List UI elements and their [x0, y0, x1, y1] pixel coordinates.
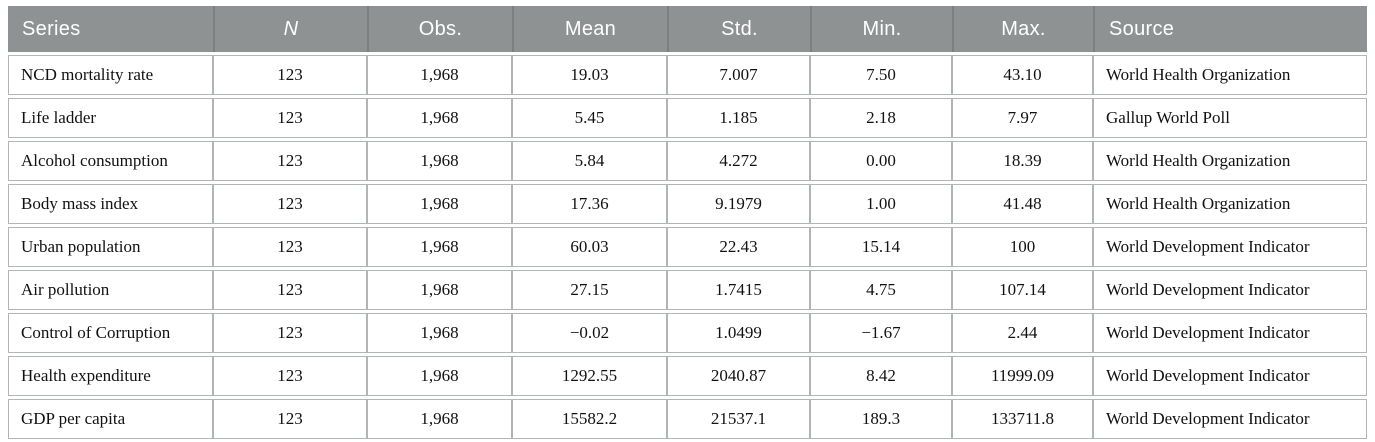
- cell-min: 7.50: [810, 55, 952, 95]
- summary-statistics-table: Series N Obs. Mean Std. Min. Max. Source NCD mo…: [8, 3, 1367, 442]
- cell-source: World Development Indicator: [1093, 356, 1367, 396]
- cell-mean: 5.45: [512, 98, 667, 138]
- table-row: Control of Corruption 123 1,968 −0.02 1.0499…: [8, 313, 1367, 353]
- table-header-row: Series N Obs. Mean Std. Min. Max. Source: [8, 6, 1367, 52]
- table-row: NCD mortality rate 123 1,968 19.03 7.007 7.50…: [8, 55, 1367, 95]
- cell-series: Control of Corruption: [8, 313, 213, 353]
- cell-mean: 19.03: [512, 55, 667, 95]
- cell-series: Body mass index: [8, 184, 213, 224]
- table-header: Series N Obs. Mean Std. Min. Max. Source: [8, 6, 1367, 52]
- header-cell-std: Std.: [667, 6, 810, 52]
- cell-series: Urban population: [8, 227, 213, 267]
- cell-obs: 1,968: [367, 270, 512, 310]
- cell-source: World Health Organization: [1093, 141, 1367, 181]
- cell-n: 123: [213, 55, 367, 95]
- header-cell-series: Series: [8, 6, 213, 52]
- cell-n: 123: [213, 313, 367, 353]
- cell-max: 18.39: [952, 141, 1093, 181]
- cell-obs: 1,968: [367, 141, 512, 181]
- header-cell-obs: Obs.: [367, 6, 512, 52]
- cell-max: 11999.09: [952, 356, 1093, 396]
- cell-source: World Development Indicator: [1093, 227, 1367, 267]
- cell-min: 4.75: [810, 270, 952, 310]
- cell-min: −1.67: [810, 313, 952, 353]
- table-row: Life ladder 123 1,968 5.45 1.185 2.18 7.97 Gall…: [8, 98, 1367, 138]
- cell-std: 1.7415: [667, 270, 810, 310]
- table-body: NCD mortality rate 123 1,968 19.03 7.007 7.50…: [8, 55, 1367, 439]
- cell-n: 123: [213, 98, 367, 138]
- cell-std: 9.1979: [667, 184, 810, 224]
- cell-series: Air pollution: [8, 270, 213, 310]
- table-row: Air pollution 123 1,968 27.15 1.7415 4.75 107.…: [8, 270, 1367, 310]
- cell-mean: 17.36: [512, 184, 667, 224]
- cell-std: 7.007: [667, 55, 810, 95]
- header-cell-source: Source: [1093, 6, 1367, 52]
- cell-n: 123: [213, 356, 367, 396]
- cell-obs: 1,968: [367, 98, 512, 138]
- header-cell-n: N: [213, 6, 367, 52]
- cell-std: 4.272: [667, 141, 810, 181]
- cell-source: World Health Organization: [1093, 55, 1367, 95]
- cell-n: 123: [213, 184, 367, 224]
- cell-series: Alcohol consumption: [8, 141, 213, 181]
- cell-std: 1.0499: [667, 313, 810, 353]
- header-cell-max: Max.: [952, 6, 1093, 52]
- cell-n: 123: [213, 270, 367, 310]
- table-row: GDP per capita 123 1,968 15582.2 21537.1 189.…: [8, 399, 1367, 439]
- table-row: Body mass index 123 1,968 17.36 9.1979 1.00 41…: [8, 184, 1367, 224]
- cell-obs: 1,968: [367, 313, 512, 353]
- cell-max: 43.10: [952, 55, 1093, 95]
- table-row: Health expenditure 123 1,968 1292.55 2040.87…: [8, 356, 1367, 396]
- cell-min: 1.00: [810, 184, 952, 224]
- cell-max: 100: [952, 227, 1093, 267]
- cell-source: Gallup World Poll: [1093, 98, 1367, 138]
- cell-mean: 60.03: [512, 227, 667, 267]
- cell-obs: 1,968: [367, 399, 512, 439]
- cell-n: 123: [213, 141, 367, 181]
- cell-obs: 1,968: [367, 184, 512, 224]
- cell-n: 123: [213, 227, 367, 267]
- cell-std: 1.185: [667, 98, 810, 138]
- cell-source: World Development Indicator: [1093, 399, 1367, 439]
- cell-max: 2.44: [952, 313, 1093, 353]
- cell-series: Health expenditure: [8, 356, 213, 396]
- cell-max: 133711.8: [952, 399, 1093, 439]
- cell-min: 189.3: [810, 399, 952, 439]
- cell-min: 2.18: [810, 98, 952, 138]
- table-row: Urban population 123 1,968 60.03 22.43 15.14 1…: [8, 227, 1367, 267]
- cell-std: 21537.1: [667, 399, 810, 439]
- cell-min: 8.42: [810, 356, 952, 396]
- header-cell-mean: Mean: [512, 6, 667, 52]
- cell-mean: 5.84: [512, 141, 667, 181]
- cell-series: GDP per capita: [8, 399, 213, 439]
- cell-obs: 1,968: [367, 227, 512, 267]
- cell-max: 41.48: [952, 184, 1093, 224]
- cell-std: 2040.87: [667, 356, 810, 396]
- cell-mean: 1292.55: [512, 356, 667, 396]
- cell-obs: 1,968: [367, 356, 512, 396]
- cell-series: Life ladder: [8, 98, 213, 138]
- cell-max: 7.97: [952, 98, 1093, 138]
- cell-n: 123: [213, 399, 367, 439]
- cell-source: World Development Indicator: [1093, 270, 1367, 310]
- cell-min: 15.14: [810, 227, 952, 267]
- cell-series: NCD mortality rate: [8, 55, 213, 95]
- cell-source: World Development Indicator: [1093, 313, 1367, 353]
- table-row: Alcohol consumption 123 1,968 5.84 4.272 0.00…: [8, 141, 1367, 181]
- cell-max: 107.14: [952, 270, 1093, 310]
- cell-mean: −0.02: [512, 313, 667, 353]
- cell-mean: 27.15: [512, 270, 667, 310]
- header-cell-min: Min.: [810, 6, 952, 52]
- cell-min: 0.00: [810, 141, 952, 181]
- cell-source: World Health Organization: [1093, 184, 1367, 224]
- cell-obs: 1,968: [367, 55, 512, 95]
- cell-std: 22.43: [667, 227, 810, 267]
- cell-mean: 15582.2: [512, 399, 667, 439]
